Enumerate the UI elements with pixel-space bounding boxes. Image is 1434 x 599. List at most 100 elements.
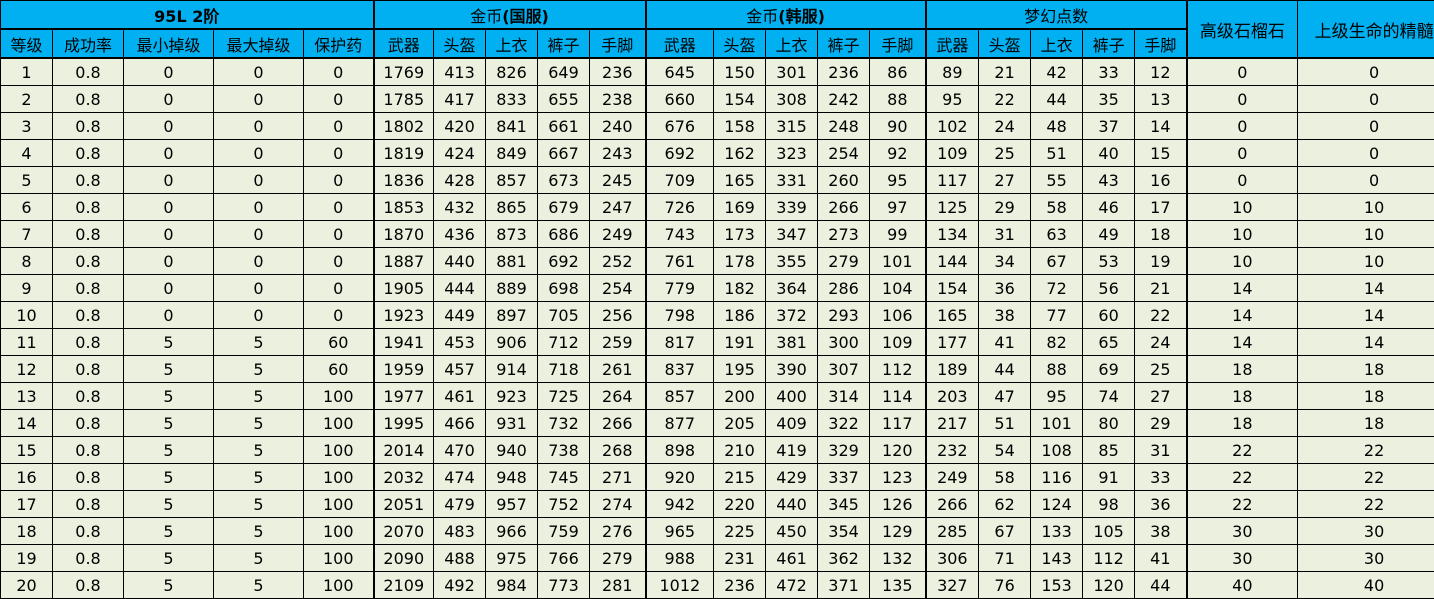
table-cell: 108 bbox=[1030, 436, 1084, 464]
subheader-gold-cn-1: 头盔 bbox=[433, 28, 487, 59]
table-cell: 5 bbox=[213, 544, 304, 572]
table-row: 14 0.8 5 5 100 1995 466 931 732 266 877 205 409 322 11… bbox=[0, 409, 1434, 437]
table-cell: 372 bbox=[765, 301, 819, 329]
table-cell: 5 bbox=[123, 355, 214, 383]
table-cell: 709 bbox=[644, 166, 715, 194]
table-cell: 231 bbox=[713, 544, 767, 572]
table-row: 9 0.8 0 0 0 1905 444 889 698 254 779 182 364 286 104 15… bbox=[0, 274, 1434, 302]
table-cell: 14 bbox=[1297, 328, 1434, 356]
table-cell: 44 bbox=[1134, 571, 1188, 599]
table-cell: 27 bbox=[1134, 382, 1188, 410]
table-cell: 191 bbox=[713, 328, 767, 356]
table-cell: 15 bbox=[0, 436, 53, 464]
table-cell: 77 bbox=[1030, 301, 1084, 329]
table-cell: 0.8 bbox=[52, 220, 124, 248]
table-cell: 940 bbox=[485, 436, 539, 464]
table-cell: 362 bbox=[817, 544, 871, 572]
header-gold-cn-suffix: (国服) bbox=[502, 6, 549, 26]
table-cell: 5 bbox=[213, 436, 304, 464]
table-cell: 89 bbox=[924, 57, 980, 86]
table-cell: 249 bbox=[924, 463, 980, 491]
table-cell: 2090 bbox=[372, 544, 435, 572]
table-cell: 10 bbox=[1297, 193, 1434, 221]
table-cell: 34 bbox=[978, 247, 1032, 275]
table-cell: 429 bbox=[765, 463, 819, 491]
table-cell: 817 bbox=[644, 328, 715, 356]
table-cell: 273 bbox=[817, 220, 871, 248]
table-cell: 95 bbox=[869, 166, 927, 194]
table-cell: 914 bbox=[485, 355, 539, 383]
table-cell: 0.8 bbox=[52, 85, 124, 113]
table-cell: 51 bbox=[1030, 139, 1084, 167]
table-cell: 154 bbox=[924, 274, 980, 302]
table-cell: 95 bbox=[924, 85, 980, 113]
table-row: 8 0.8 0 0 0 1887 440 881 692 252 761 178 355 279 101 14… bbox=[0, 247, 1434, 275]
table-cell: 13 bbox=[0, 382, 53, 410]
table-cell: 975 bbox=[485, 544, 539, 572]
table-cell: 826 bbox=[485, 57, 539, 86]
table-cell: 661 bbox=[537, 112, 591, 140]
table-cell: 63 bbox=[1030, 220, 1084, 248]
table-cell: 254 bbox=[817, 139, 871, 167]
table-cell: 483 bbox=[433, 517, 487, 545]
table-cell: 12 bbox=[0, 355, 53, 383]
table-cell: 14 bbox=[1134, 112, 1188, 140]
table-cell: 55 bbox=[1030, 166, 1084, 194]
table-cell: 420 bbox=[433, 112, 487, 140]
table-cell: 2051 bbox=[372, 490, 435, 518]
table-cell: 0 bbox=[213, 85, 304, 113]
table-cell: 761 bbox=[644, 247, 715, 275]
table-cell: 242 bbox=[817, 85, 871, 113]
table-cell: 0 bbox=[302, 85, 375, 113]
table-row: 19 0.8 5 5 100 2090 488 975 766 279 988 231 461 362 13… bbox=[0, 544, 1434, 572]
table-cell: 0 bbox=[123, 112, 214, 140]
table-cell: 14 bbox=[1185, 301, 1299, 329]
table-cell: 692 bbox=[644, 139, 715, 167]
table-cell: 215 bbox=[713, 463, 767, 491]
table-cell: 259 bbox=[589, 328, 647, 356]
table-cell: 22 bbox=[1134, 301, 1188, 329]
table-cell: 217 bbox=[924, 409, 980, 437]
table-cell: 0 bbox=[302, 220, 375, 248]
table-cell: 2109 bbox=[372, 571, 435, 599]
table-cell: 5 bbox=[213, 328, 304, 356]
table-cell: 21 bbox=[1134, 274, 1188, 302]
table-cell: 80 bbox=[1082, 409, 1136, 437]
table-cell: 186 bbox=[713, 301, 767, 329]
table-cell: 0 bbox=[1297, 139, 1434, 167]
table-cell: 5 bbox=[213, 382, 304, 410]
table-cell: 5 bbox=[213, 571, 304, 599]
table-cell: 158 bbox=[713, 112, 767, 140]
table-cell: 0 bbox=[123, 57, 214, 86]
table-cell: 988 bbox=[644, 544, 715, 572]
table-cell: 37 bbox=[1082, 112, 1136, 140]
table-cell: 31 bbox=[1134, 436, 1188, 464]
table-cell: 24 bbox=[978, 112, 1032, 140]
table-cell: 0.8 bbox=[52, 517, 124, 545]
table-cell: 2070 bbox=[372, 517, 435, 545]
table-cell: 104 bbox=[869, 274, 927, 302]
table-cell: 27 bbox=[978, 166, 1032, 194]
table-cell: 67 bbox=[978, 517, 1032, 545]
table-cell: 725 bbox=[537, 382, 591, 410]
table-cell: 692 bbox=[537, 247, 591, 275]
table-cell: 14 bbox=[0, 409, 53, 437]
table-cell: 14 bbox=[1297, 301, 1434, 329]
table-cell: 203 bbox=[924, 382, 980, 410]
table-cell: 984 bbox=[485, 571, 539, 599]
table-cell: 759 bbox=[537, 517, 591, 545]
table-cell: 920 bbox=[644, 463, 715, 491]
table-cell: 109 bbox=[924, 139, 980, 167]
table-cell: 266 bbox=[817, 193, 871, 221]
table-cell: 106 bbox=[869, 301, 927, 329]
table-cell: 245 bbox=[589, 166, 647, 194]
table-cell: 76 bbox=[978, 571, 1032, 599]
table-cell: 117 bbox=[924, 166, 980, 194]
subheader-gold-kr-3: 裤子 bbox=[817, 28, 871, 59]
table-cell: 22 bbox=[1185, 490, 1299, 518]
table-row: 11 0.8 5 5 60 1941 453 906 712 259 817 191 381 300 109… bbox=[0, 328, 1434, 356]
table-cell: 1887 bbox=[372, 247, 435, 275]
table-cell: 857 bbox=[644, 382, 715, 410]
table-cell: 16 bbox=[1134, 166, 1188, 194]
table-cell: 897 bbox=[485, 301, 539, 329]
